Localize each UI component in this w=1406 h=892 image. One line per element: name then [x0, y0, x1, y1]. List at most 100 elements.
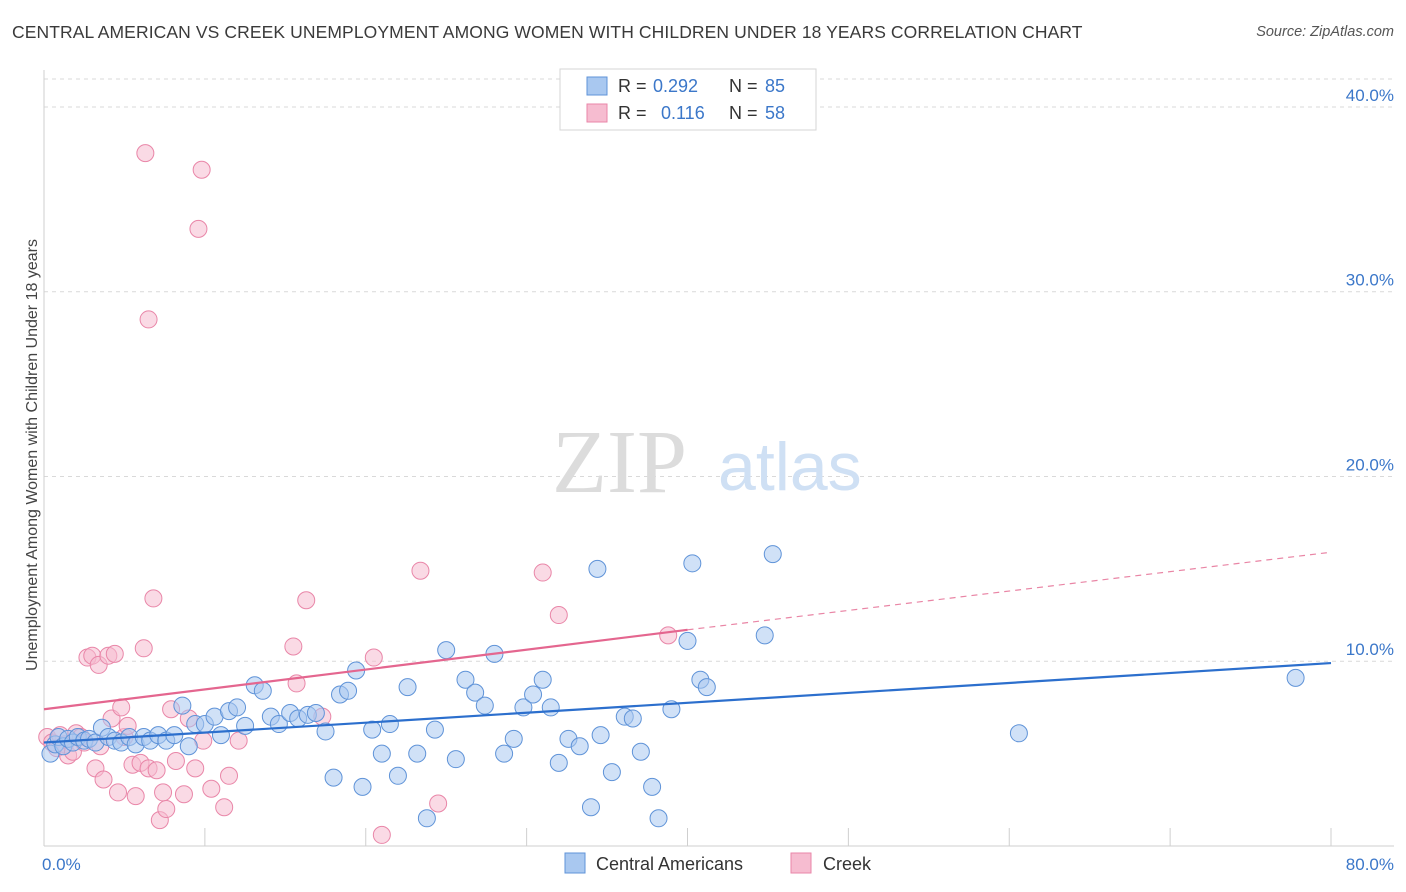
- central-americans-point: [253, 681, 272, 700]
- central-americans-point: [643, 777, 662, 796]
- series-label-central: Central Americans: [596, 854, 743, 874]
- y-tick-labels: 10.0% 20.0% 30.0% 40.0%: [1346, 86, 1394, 659]
- central-americans-point: [549, 753, 568, 772]
- legend-r-value-1: 0.292: [653, 76, 698, 96]
- central-americans-point: [533, 670, 552, 689]
- creek-point: [659, 626, 678, 645]
- creek-point: [109, 783, 128, 802]
- central-americans-point: [408, 744, 427, 763]
- legend-n-value-2: 58: [765, 103, 785, 123]
- central-americans-point: [631, 742, 650, 761]
- central-americans-point: [380, 715, 399, 734]
- central-americans-point: [649, 809, 668, 828]
- legend-n-label-2: N =: [729, 103, 758, 123]
- legend-r-label-1: R =: [618, 76, 647, 96]
- axes: [43, 70, 1394, 847]
- central-americans-point: [678, 631, 697, 650]
- creek-point: [284, 637, 303, 656]
- central-americans-point: [437, 641, 456, 660]
- central-americans-point: [466, 683, 485, 702]
- creek-point: [429, 794, 448, 813]
- creek-point: [174, 785, 193, 804]
- y-tick-label: 30.0%: [1346, 271, 1394, 290]
- creek-point: [166, 752, 185, 771]
- creek-point: [134, 639, 153, 658]
- creek-point: [139, 310, 158, 329]
- creek-point: [364, 648, 383, 667]
- legend-swatch-pink: [586, 103, 608, 123]
- central-americans-point: [683, 554, 702, 573]
- creek-point: [136, 144, 155, 163]
- central-americans-point: [417, 809, 436, 828]
- x-tick-label-min: 0.0%: [42, 855, 81, 874]
- series-swatch-central: [564, 852, 586, 874]
- central-americans-point: [602, 763, 621, 782]
- central-americans-point: [591, 726, 610, 745]
- creek-point: [215, 798, 234, 817]
- creek-point: [144, 589, 163, 608]
- y-tick-label: 20.0%: [1346, 455, 1394, 474]
- creek-point: [147, 761, 166, 780]
- series-legend: Central Americans Creek: [564, 852, 872, 874]
- x-ticks: 0.0% 80.0%: [42, 828, 1394, 874]
- central-americans-point: [324, 768, 343, 787]
- creek-point: [202, 779, 221, 798]
- central-americans-point: [211, 726, 230, 745]
- central-americans-point: [398, 678, 417, 697]
- creek-point: [411, 561, 430, 580]
- creek-point: [126, 787, 145, 806]
- creek-point: [105, 644, 124, 663]
- creek-point: [192, 160, 211, 179]
- legend-r-label-2: R =: [618, 103, 647, 123]
- central-americans-point: [623, 709, 642, 728]
- y-tick-label: 40.0%: [1346, 86, 1394, 105]
- creek-point: [297, 591, 316, 610]
- correlation-legend: R = 0.292 N = 85 R = 0.116 N = 58: [559, 68, 817, 131]
- creek-point: [94, 770, 113, 789]
- y-axis-title: Unemployment Among Women with Children U…: [24, 239, 41, 671]
- y-tick-label: 10.0%: [1346, 640, 1394, 659]
- central-americans-point: [372, 744, 391, 763]
- central-americans-point: [763, 545, 782, 564]
- legend-swatch-blue: [586, 76, 608, 96]
- central-americans-trend-line: [43, 661, 1332, 744]
- central-americans-point: [316, 722, 335, 741]
- central-americans-point: [456, 670, 475, 689]
- central-americans-point: [236, 716, 255, 735]
- central-americans-point: [495, 744, 514, 763]
- central-americans-point: [353, 777, 372, 796]
- central-americans-point: [541, 698, 560, 717]
- source-label: Source: ZipAtlas.com: [1256, 24, 1394, 40]
- gridlines: [44, 78, 1394, 662]
- central-americans-point: [363, 720, 382, 739]
- central-americans-point: [306, 703, 325, 722]
- legend-n-value-1: 85: [765, 76, 785, 96]
- central-americans-point: [173, 696, 192, 715]
- central-americans-point: [570, 737, 589, 756]
- watermark: ZIP atlas: [552, 413, 862, 512]
- creek-trend-line: [43, 628, 688, 711]
- trend-lines: [43, 551, 1332, 744]
- creek-point: [189, 219, 208, 238]
- creek-point: [549, 606, 568, 625]
- central-americans-point: [1286, 668, 1305, 687]
- central-americans-point: [588, 559, 607, 578]
- central-americans-point: [339, 681, 358, 700]
- central-americans-point: [388, 766, 407, 785]
- watermark-atlas: atlas: [718, 429, 862, 505]
- central-americans-point: [446, 750, 465, 769]
- creek-point: [186, 759, 205, 778]
- central-americans-point: [425, 720, 444, 739]
- central-americans-point: [1009, 724, 1028, 743]
- x-tick-label-max: 80.0%: [1346, 855, 1394, 874]
- creek-trend-line-extension: [687, 551, 1332, 631]
- central-americans-point: [228, 698, 247, 717]
- creek-point: [154, 783, 173, 802]
- creek-point: [533, 563, 552, 582]
- legend-r-value-2: 0.116: [661, 103, 705, 123]
- watermark-zip: ZIP: [552, 413, 687, 512]
- central-americans-point: [581, 798, 600, 817]
- chart-title: CENTRAL AMERICAN VS CREEK UNEMPLOYMENT A…: [12, 22, 1083, 42]
- central-americans-point: [697, 678, 716, 697]
